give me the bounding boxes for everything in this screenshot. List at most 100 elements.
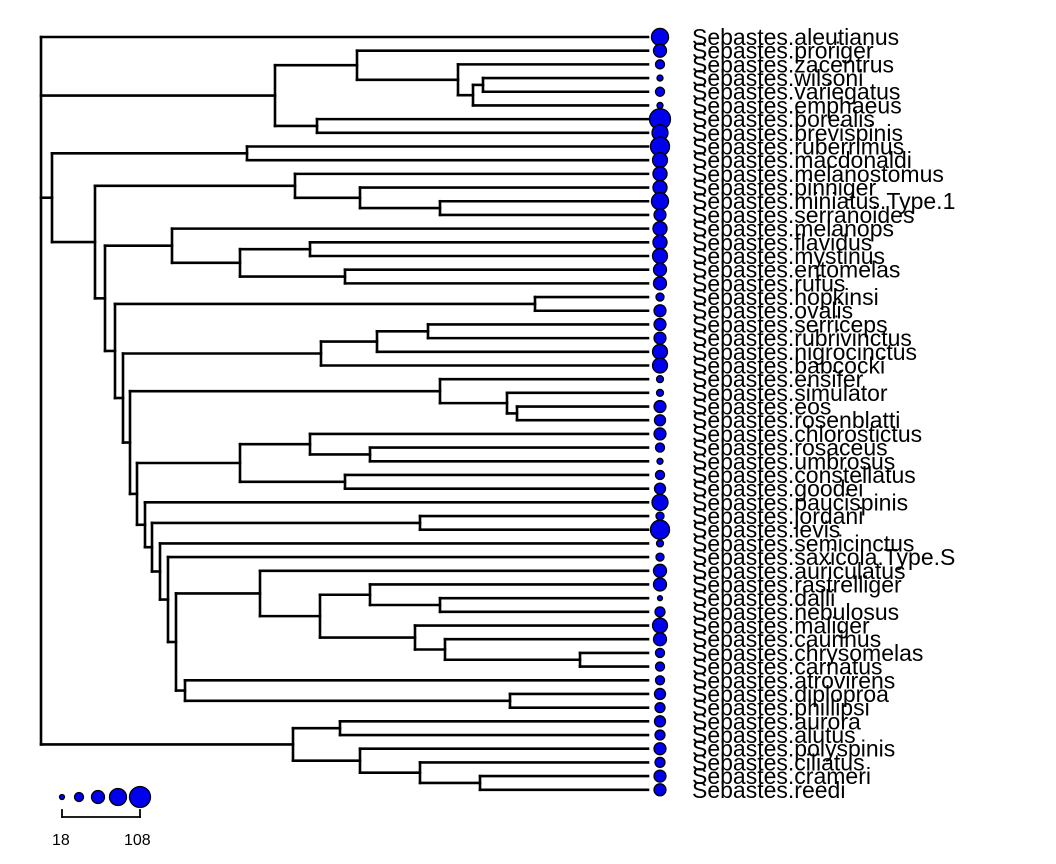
tip-circle bbox=[651, 247, 669, 265]
tip-label: Sebastes.melanostomus bbox=[692, 161, 944, 187]
tip-circle bbox=[653, 208, 667, 222]
tip-circle bbox=[655, 375, 665, 384]
tip-label: Sebastes.umbrosus bbox=[692, 448, 895, 474]
tip-circle bbox=[652, 166, 668, 182]
tip-circle bbox=[653, 427, 667, 441]
tip-label: Sebastes.paucispinis bbox=[692, 489, 908, 515]
tip-circle bbox=[655, 292, 665, 302]
tree-branches bbox=[39, 35, 650, 792]
legend-circle bbox=[90, 789, 106, 805]
tip-circle bbox=[651, 493, 669, 512]
tip-label: Sebastes.caurinus bbox=[692, 626, 881, 652]
tip-circle bbox=[654, 675, 666, 686]
legend-max-label: 108 bbox=[124, 832, 151, 849]
tip-label: Sebastes.rosenblatti bbox=[692, 407, 900, 433]
tip-circle bbox=[654, 442, 666, 453]
tip-label: Sebastes.dalli bbox=[692, 585, 835, 611]
tip-circle bbox=[651, 357, 669, 374]
tip-label: Sebastes.mystinus bbox=[692, 243, 885, 269]
tip-label: Sebastes.rubrivinctus bbox=[692, 325, 912, 351]
tip-label: Sebastes.crameri bbox=[692, 763, 871, 789]
tip-label: Sebastes.proriger bbox=[692, 38, 874, 64]
tip-label: Sebastes.diploproa bbox=[692, 681, 889, 707]
legend-circle bbox=[128, 785, 152, 809]
tip-label: Sebastes.rosaceus bbox=[692, 435, 888, 461]
tip-label: Sebastes.pinniger bbox=[692, 175, 876, 201]
tip-label: Sebastes.emphaeus bbox=[692, 92, 902, 118]
tip-circle bbox=[653, 783, 667, 797]
tip-label: Sebastes.phillipsi bbox=[692, 695, 870, 721]
legend-circle bbox=[73, 791, 85, 803]
tip-label: Sebastes.ciliatus bbox=[692, 749, 865, 775]
tip-label: Sebastes.atrovirens bbox=[692, 667, 895, 693]
tip-circle bbox=[654, 647, 666, 659]
tip-label: Sebastes.simulator bbox=[692, 380, 888, 406]
tip-label: Sebastes.polyspinis bbox=[692, 736, 895, 762]
tip-circle bbox=[653, 769, 667, 783]
tip-label: Sebastes.carnatus bbox=[692, 654, 883, 680]
tip-label: Sebastes.levis bbox=[692, 517, 840, 543]
tip-label: Sebastes.rufus bbox=[692, 270, 845, 296]
tip-circle bbox=[653, 399, 667, 414]
tip-label: Sebastes.entomelas bbox=[692, 257, 900, 283]
tip-circle bbox=[654, 59, 666, 70]
tip-circle bbox=[652, 276, 668, 291]
tip-label: Sebastes.macdonaldi bbox=[692, 147, 912, 173]
tip-circle bbox=[653, 317, 667, 332]
tip-circle bbox=[655, 388, 665, 397]
tip-circle bbox=[653, 687, 667, 701]
tip-label: Sebastes.ensifer bbox=[692, 366, 864, 392]
tip-circle bbox=[650, 192, 670, 211]
tip-label: Sebastes.maliger bbox=[692, 613, 870, 639]
tip-label: Sebastes.melanops bbox=[692, 216, 894, 242]
tip-circle bbox=[654, 702, 666, 714]
tip-bubbles bbox=[648, 27, 672, 797]
tip-circle bbox=[654, 606, 666, 618]
tip-label: Sebastes.chrysomelas bbox=[692, 640, 923, 666]
tip-label: Sebastes.zacentrus bbox=[692, 51, 894, 77]
tip-label: Sebastes.nigrocinctus bbox=[692, 339, 917, 365]
tip-label: Sebastes.eos bbox=[692, 394, 831, 420]
tip-label: Sebastes.auriculatus bbox=[692, 558, 906, 584]
tip-circle bbox=[653, 304, 667, 318]
tip-circle bbox=[656, 101, 664, 110]
tip-circle bbox=[654, 661, 666, 672]
tip-circle bbox=[651, 343, 669, 360]
tip-circle bbox=[654, 729, 666, 741]
tip-circle bbox=[649, 519, 671, 540]
tip-label: Sebastes.rastrelliger bbox=[692, 571, 902, 597]
tip-circle bbox=[651, 617, 669, 634]
tip-circle bbox=[654, 469, 666, 481]
tip-circle bbox=[656, 74, 664, 82]
tip-circle bbox=[654, 756, 666, 769]
tip-circle bbox=[651, 152, 669, 169]
tip-label: Sebastes.constellatus bbox=[692, 462, 916, 488]
tip-label: Sebastes.variegatus bbox=[692, 79, 900, 105]
legend-circle bbox=[108, 787, 128, 807]
tip-label: Sebastes.hopkinsi bbox=[692, 284, 879, 310]
tip-label: Sebastes.aurora bbox=[692, 708, 861, 734]
tip-circle bbox=[655, 511, 665, 521]
tip-label: Sebastes.babcocki bbox=[692, 352, 885, 378]
tip-circle bbox=[652, 632, 668, 647]
tip-label: Sebastes.flavidus bbox=[692, 229, 872, 255]
tip-circle bbox=[652, 563, 668, 578]
tip-label: Sebastes.jordani bbox=[692, 503, 863, 529]
tip-label: Sebastes.ruberrimus bbox=[692, 133, 904, 159]
tip-circle bbox=[655, 552, 665, 562]
tip-label: Sebastes.reedi bbox=[692, 777, 845, 803]
tip-label: Sebastes.ovalis bbox=[692, 298, 853, 324]
tip-circle bbox=[653, 414, 667, 427]
tip-label: Sebastes.serranoides bbox=[692, 202, 914, 228]
tip-circle bbox=[656, 595, 664, 602]
tip-circle bbox=[652, 220, 668, 237]
tip-circle bbox=[653, 742, 667, 756]
tip-circle bbox=[652, 577, 668, 592]
legend-min-label: 18 bbox=[52, 832, 70, 849]
tip-circle bbox=[655, 539, 665, 548]
tip-label: Sebastes.wilsoni bbox=[692, 65, 863, 91]
tip-circle bbox=[652, 43, 668, 58]
tip-circle bbox=[650, 27, 670, 47]
tip-labels: Sebastes.aleutianusSebastes.prorigerSeba… bbox=[692, 24, 955, 803]
tip-label: Sebastes.chlorostictus bbox=[692, 421, 922, 447]
